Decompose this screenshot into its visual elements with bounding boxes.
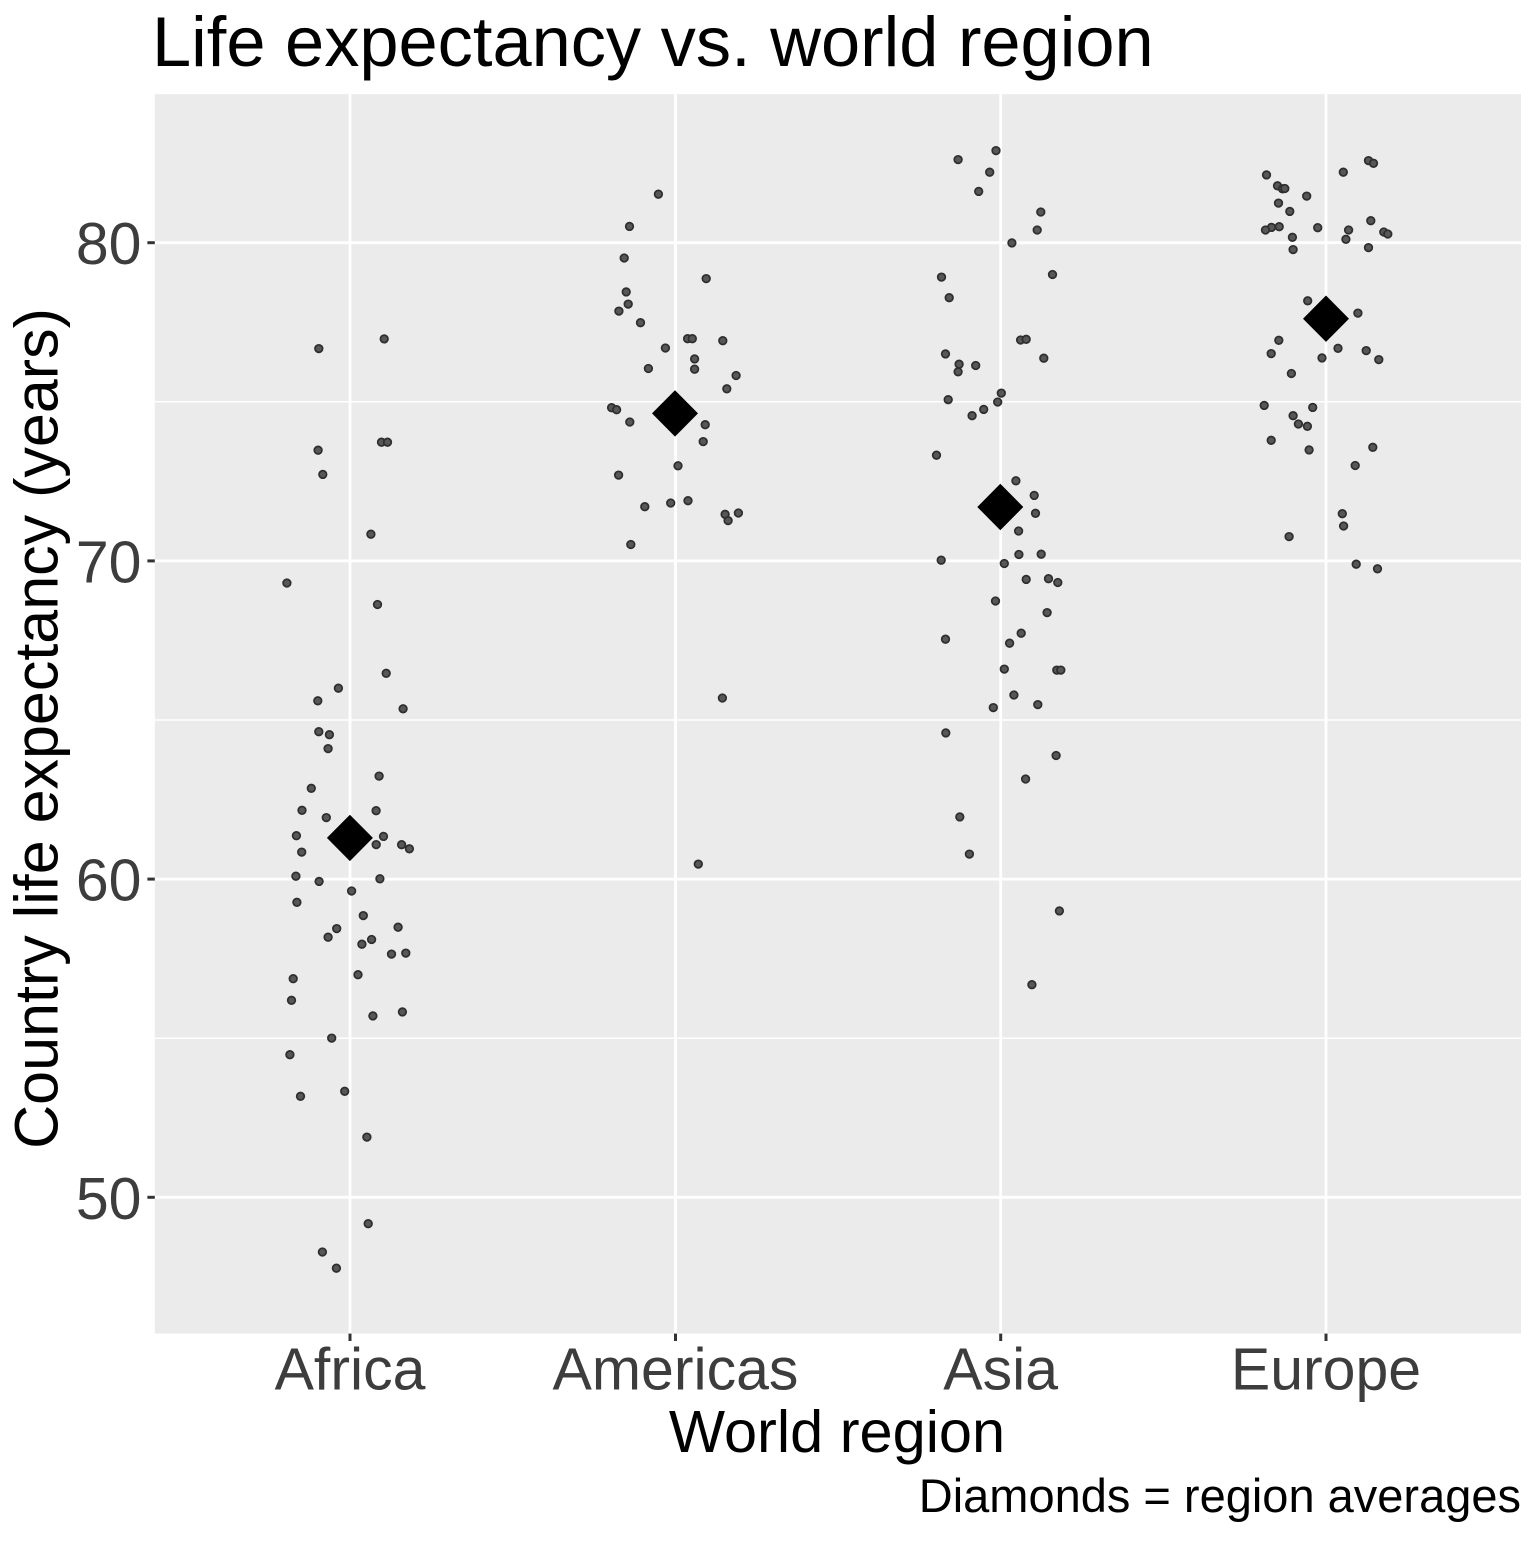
svg-text:60: 60 <box>76 848 142 914</box>
svg-text:70: 70 <box>76 529 142 595</box>
svg-text:Americas: Americas <box>553 1337 799 1403</box>
svg-text:80: 80 <box>76 211 142 277</box>
svg-text:Life expectancy vs. world regi: Life expectancy vs. world region <box>152 2 1154 81</box>
svg-text:Diamonds = region averages: Diamonds = region averages <box>919 1469 1521 1522</box>
svg-text:Asia: Asia <box>943 1337 1058 1403</box>
svg-text:Africa: Africa <box>275 1337 426 1403</box>
svg-text:50: 50 <box>76 1166 142 1232</box>
svg-text:Europe: Europe <box>1231 1337 1421 1403</box>
svg-text:World region: World region <box>669 1398 1005 1465</box>
svg-text:Country life expectancy (years: Country life expectancy (years) <box>2 308 70 1149</box>
